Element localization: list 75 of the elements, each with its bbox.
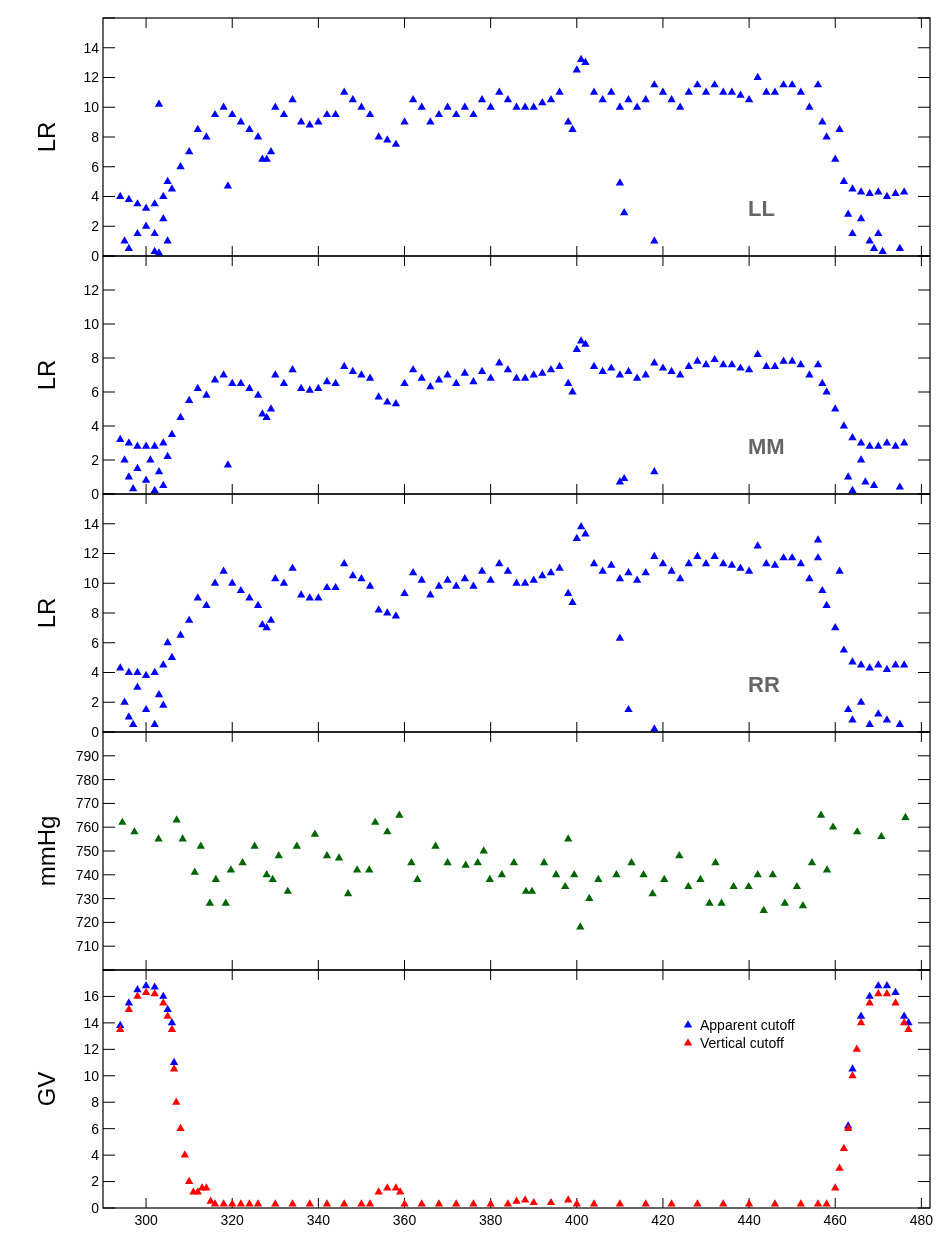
y-tick-label: 4 — [91, 188, 100, 205]
x-tick-label: 440 — [737, 1212, 761, 1228]
y-tick-label: 6 — [91, 634, 100, 651]
point — [848, 1064, 857, 1072]
x-tick-label: 460 — [823, 1212, 848, 1228]
y-tick-label: 0 — [91, 1199, 100, 1216]
annotation: MM — [748, 433, 785, 459]
y-tick-label: 750 — [75, 842, 100, 859]
x-tick-label: 420 — [651, 1212, 675, 1228]
y-tick-label: 12 — [83, 281, 100, 298]
point — [150, 982, 159, 990]
y-tick-label: 730 — [75, 890, 100, 907]
y-tick-label: 740 — [75, 866, 100, 883]
y-tick-label: 10 — [83, 1067, 100, 1084]
y-tick-label: 2 — [91, 1173, 100, 1190]
point — [133, 985, 142, 993]
y-tick-label: 14 — [83, 1014, 100, 1031]
y-tick-label: 2 — [91, 218, 100, 235]
y-tick-label: 4 — [91, 664, 100, 681]
legend-label: Vertical cutoff — [700, 1034, 784, 1051]
y-tick-label: 6 — [91, 158, 100, 175]
y-tick-label: 8 — [91, 128, 100, 145]
y-tick-label: 6 — [91, 1120, 100, 1137]
y-tick-label: 780 — [75, 771, 100, 788]
y-tick-label: 760 — [75, 819, 100, 836]
point — [856, 1011, 866, 1019]
y-tick-label: 2 — [91, 451, 100, 468]
y-tick-label: 720 — [75, 914, 100, 931]
y-tick-label: 10 — [83, 315, 100, 332]
y-tick-label: 790 — [75, 747, 100, 764]
y-tick-label: 0 — [91, 723, 100, 740]
y-tick-label: 0 — [91, 485, 100, 502]
y-axis-title: LR — [33, 121, 60, 153]
annotation: LL — [748, 195, 775, 221]
point — [865, 991, 874, 999]
point — [874, 981, 883, 989]
point — [169, 1057, 179, 1065]
x-tick-label: 320 — [220, 1212, 245, 1228]
y-tick-label: 6 — [91, 383, 100, 400]
y-tick-label: 12 — [83, 1041, 100, 1058]
y-tick-label: 0 — [91, 247, 100, 264]
y-tick-label: 8 — [91, 604, 100, 621]
y-tick-label: 10 — [83, 575, 100, 592]
x-tick-label: 380 — [478, 1212, 503, 1228]
point — [899, 1011, 909, 1019]
point — [141, 981, 151, 989]
annotation: RR — [748, 671, 780, 697]
point — [163, 1004, 172, 1013]
y-tick-label: 4 — [91, 417, 100, 434]
y-tick-label: 2 — [91, 694, 100, 711]
x-tick-label: 300 — [134, 1212, 158, 1228]
y-tick-label: 12 — [83, 545, 100, 562]
y-tick-label: 770 — [75, 795, 100, 812]
legend-label: Apparent cutoff — [700, 1016, 795, 1033]
point — [882, 981, 892, 989]
point — [891, 987, 900, 995]
y-axis-title: GV — [33, 1071, 60, 1107]
y-tick-label: 8 — [91, 1094, 100, 1111]
y-tick-label: 16 — [83, 988, 100, 1005]
y-axis-title: LR — [33, 359, 60, 391]
point — [167, 1018, 177, 1026]
y-tick-label: 14 — [83, 515, 100, 532]
y-tick-label: 12 — [83, 69, 100, 86]
x-tick-label: 480 — [909, 1212, 934, 1228]
x-tick-label: 400 — [565, 1212, 589, 1228]
x-tick-label: 340 — [306, 1212, 331, 1228]
y-tick-label: 4 — [91, 1147, 100, 1164]
y-tick-label: 10 — [83, 99, 100, 116]
y-axis-title: LR — [33, 597, 60, 629]
y-tick-label: 710 — [75, 938, 100, 955]
point — [159, 991, 168, 999]
y-tick-label: 8 — [91, 349, 100, 366]
x-tick-label: 360 — [392, 1212, 417, 1228]
y-tick-label: 14 — [83, 39, 100, 56]
y-axis-title: mmHg — [33, 815, 60, 887]
